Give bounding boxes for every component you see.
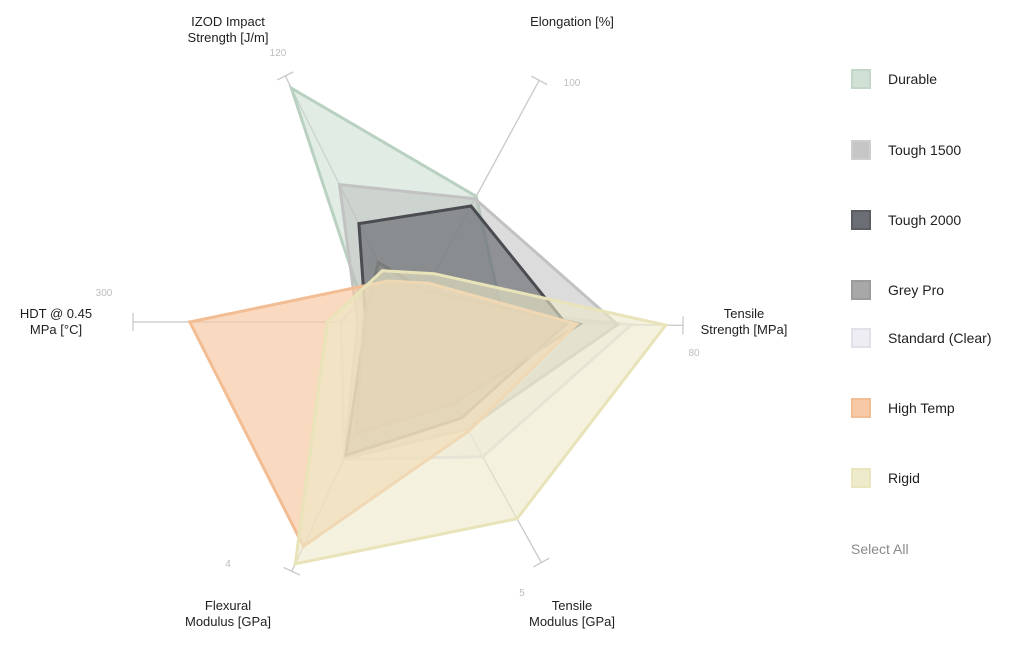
legend-item-standard-clear[interactable]: Standard (Clear) [851,325,992,351]
legend-item-tough-1500[interactable]: Tough 1500 [851,137,961,163]
radar-chart: IZOD Impact Strength [J/m]120 Elongation [… [20,14,788,629]
axis-label: Tensile Modulus [GPa] [529,598,615,629]
legend: Durable Tough 1500 Tough 2000 Grey Pro S… [851,0,1024,668]
legend-swatch-tough-2000 [851,210,871,230]
axis-cap [283,566,301,576]
axis-cap [276,71,294,81]
tick-label: 4 [225,559,231,570]
data-point [376,261,380,264]
select-all-link[interactable]: Select All [851,541,909,557]
legend-swatch-durable [851,69,871,89]
data-point [473,197,477,201]
legend-swatch-rigid [851,468,871,488]
legend-item-tough-2000[interactable]: Tough 2000 [851,207,961,233]
legend-swatch-tough-1500 [851,140,871,160]
data-point [325,320,329,324]
legend-label: Tough 2000 [888,212,962,228]
tick-label: 120 [270,48,287,59]
legend-swatch-standard-clear [851,328,871,348]
tick-label: 80 [688,348,700,359]
data-point [357,222,361,226]
series-rigid[interactable] [293,269,669,566]
legend-label: High Temp [888,400,955,416]
data-point [293,562,297,566]
axis-cap [533,557,550,568]
legend-item-durable[interactable]: Durable [851,66,937,92]
axis-label: Elongation [%] [530,14,614,29]
legend-item-rigid[interactable]: Rigid [851,465,920,491]
data-point [515,517,519,521]
data-point [380,269,384,273]
tick-label: 5 [519,588,525,599]
legend-item-high-temp[interactable]: High Temp [851,395,955,421]
axis-cap [530,75,548,86]
data-point [469,204,473,208]
data-point [289,86,293,90]
legend-label: Tough 1500 [888,142,962,158]
axis-label: IZOD Impact Strength [J/m] [188,14,269,45]
data-point [432,272,436,276]
legend-label: Rigid [888,470,920,486]
data-point [338,183,341,187]
series-area [293,269,669,566]
legend-swatch-high-temp [851,398,871,418]
data-point [188,320,192,324]
tick-label: 100 [564,78,581,89]
legend-item-grey-pro[interactable]: Grey Pro [851,277,944,303]
axis-label: Tensile Strength [MPa] [701,306,788,337]
data-point [664,323,668,327]
axis-label: HDT @ 0.45 MPa [°C] [20,306,92,337]
data-point [474,194,478,198]
legend-swatch-grey-pro [851,280,871,300]
tick-label: 300 [96,288,113,299]
legend-label: Grey Pro [888,282,945,298]
axis-label: Flexural Modulus [GPa] [185,598,271,629]
legend-label: Durable [888,71,938,87]
legend-label: Standard (Clear) [888,330,992,346]
